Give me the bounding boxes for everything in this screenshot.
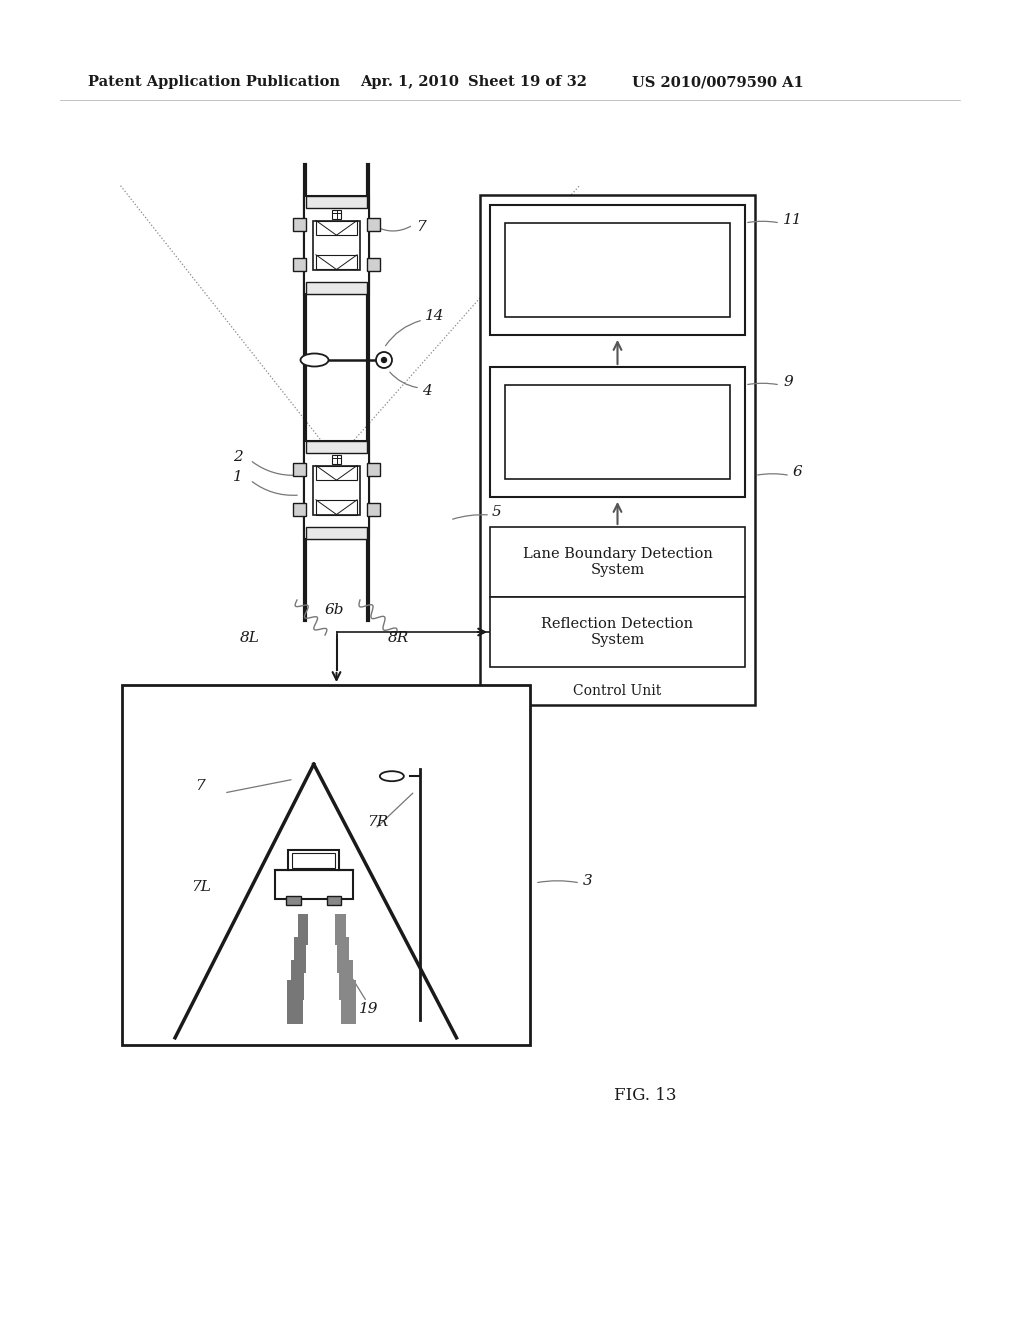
Text: 11: 11 xyxy=(783,213,803,227)
Bar xyxy=(490,205,745,335)
Bar xyxy=(293,503,306,516)
Ellipse shape xyxy=(380,771,403,781)
Bar xyxy=(304,195,369,294)
Text: 7R: 7R xyxy=(367,814,388,829)
Bar xyxy=(490,527,745,597)
Bar xyxy=(316,500,357,515)
Bar xyxy=(292,853,335,867)
Text: 6b: 6b xyxy=(325,603,344,616)
Text: 8R: 8R xyxy=(388,631,410,645)
Bar xyxy=(367,218,380,231)
Bar xyxy=(367,257,380,272)
Bar xyxy=(291,960,304,1001)
Circle shape xyxy=(376,352,392,368)
Text: 1: 1 xyxy=(233,470,243,484)
Bar xyxy=(313,466,359,515)
Text: FIG. 13: FIG. 13 xyxy=(613,1086,676,1104)
Bar xyxy=(367,503,380,516)
Bar xyxy=(490,367,745,498)
Bar xyxy=(332,210,341,219)
Bar xyxy=(337,937,349,973)
Text: Control Unit: Control Unit xyxy=(573,684,662,698)
Bar xyxy=(304,441,369,539)
Ellipse shape xyxy=(300,354,329,367)
Text: 7: 7 xyxy=(196,779,205,793)
Text: 7: 7 xyxy=(416,220,426,234)
Bar xyxy=(306,195,367,207)
Bar xyxy=(306,441,367,453)
Bar xyxy=(294,937,306,973)
Bar xyxy=(367,462,380,477)
Text: Patent Application Publication: Patent Application Publication xyxy=(88,75,340,88)
Bar xyxy=(332,455,341,463)
Text: 19: 19 xyxy=(358,1002,378,1016)
Bar xyxy=(288,979,303,1024)
Bar xyxy=(316,220,357,235)
Bar xyxy=(316,466,357,480)
Text: Sheet 19 of 32: Sheet 19 of 32 xyxy=(468,75,587,88)
Text: Apr. 1, 2010: Apr. 1, 2010 xyxy=(360,75,459,88)
Text: 4: 4 xyxy=(422,384,432,399)
Bar xyxy=(505,223,730,317)
Circle shape xyxy=(382,358,386,363)
Bar xyxy=(293,257,306,272)
Text: 3: 3 xyxy=(583,874,593,888)
Bar xyxy=(327,896,341,904)
Text: 14: 14 xyxy=(425,309,444,323)
Text: 8L: 8L xyxy=(240,631,260,645)
Bar xyxy=(480,195,755,705)
Text: Lane Boundary Detection
System: Lane Boundary Detection System xyxy=(522,546,713,577)
Text: 9: 9 xyxy=(783,375,793,389)
Bar xyxy=(298,915,308,945)
Bar xyxy=(316,255,357,269)
Bar xyxy=(490,597,745,667)
Bar xyxy=(289,850,339,870)
Text: Reflection Detection
System: Reflection Detection System xyxy=(542,616,693,647)
Bar xyxy=(335,915,346,945)
Text: 5: 5 xyxy=(492,506,502,519)
Bar xyxy=(306,527,367,539)
Bar xyxy=(287,896,300,904)
Text: US 2010/0079590 A1: US 2010/0079590 A1 xyxy=(632,75,804,88)
Text: 7L: 7L xyxy=(191,879,211,894)
Bar xyxy=(122,685,530,1045)
Text: Warning Algorithm: Warning Algorithm xyxy=(547,263,688,277)
Bar xyxy=(505,385,730,479)
Text: 6: 6 xyxy=(793,466,803,479)
Bar xyxy=(274,870,352,899)
Text: Lane Departure
Detection System: Lane Departure Detection System xyxy=(552,417,683,447)
Bar xyxy=(313,220,359,269)
Bar xyxy=(293,462,306,477)
Bar xyxy=(306,282,367,294)
Text: 2: 2 xyxy=(233,450,243,465)
Bar xyxy=(339,960,353,1001)
Bar xyxy=(293,218,306,231)
Bar xyxy=(341,979,356,1024)
